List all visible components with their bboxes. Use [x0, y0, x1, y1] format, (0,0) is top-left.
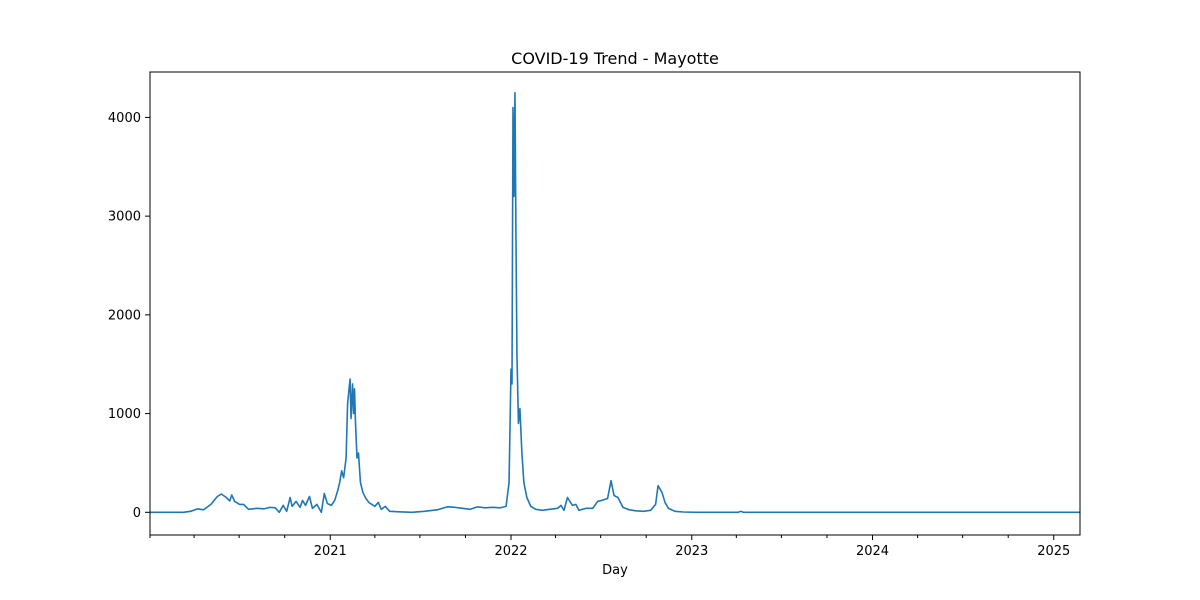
x-axis-label: Day: [602, 563, 628, 578]
chart-title: COVID-19 Trend - Mayotte: [511, 49, 719, 68]
x-tick-label: 2022: [494, 544, 527, 559]
y-axis: 0 1000 2000 3000 4000: [108, 111, 150, 521]
y-tick-label: 4000: [108, 111, 141, 126]
x-tick-label: 2025: [1037, 544, 1070, 559]
plot-area: [149, 71, 1081, 536]
x-axis: 2021 2022 2023 2024 2025: [149, 535, 1070, 559]
y-tick-label: 1000: [108, 407, 141, 422]
x-tick-label: 2021: [314, 544, 347, 559]
x-tick-label: 2024: [856, 544, 889, 559]
plot-frame: [149, 71, 1081, 536]
x-tick-label: 2023: [675, 544, 708, 559]
y-tick-label: 0: [133, 506, 141, 521]
series-line: [150, 91, 1080, 514]
y-tick-label: 2000: [108, 308, 141, 323]
y-tick-label: 3000: [108, 210, 141, 225]
series-layer: [150, 91, 1080, 514]
